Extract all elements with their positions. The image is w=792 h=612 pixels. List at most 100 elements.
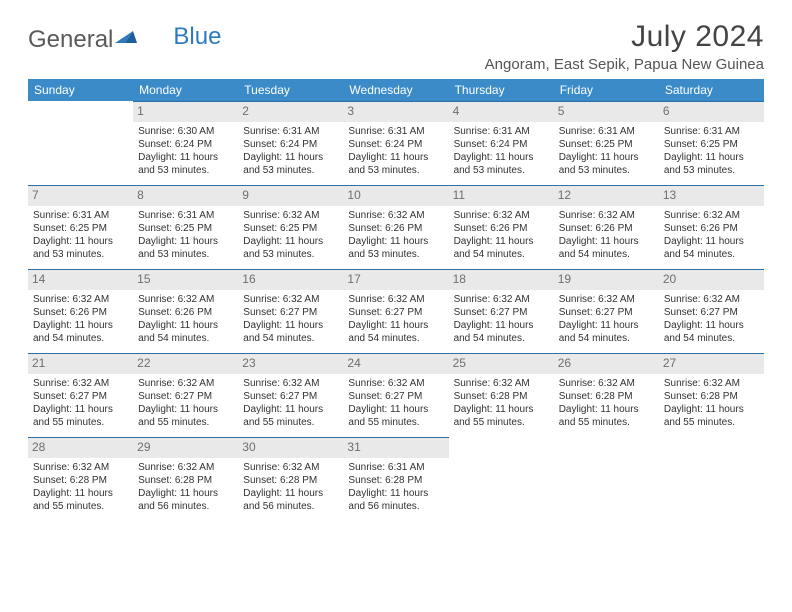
day-number: 23 [238, 353, 343, 374]
sunset-text: Sunset: 6:24 PM [243, 138, 338, 151]
daylight-text: Daylight: 11 hours and 55 minutes. [33, 403, 128, 429]
day-cell: 31Sunrise: 6:31 AMSunset: 6:28 PMDayligh… [343, 437, 448, 521]
day-number: 10 [343, 185, 448, 206]
logo-flag-icon [115, 29, 137, 52]
weekday-header: Tuesday [238, 79, 343, 101]
day-number: 13 [659, 185, 764, 206]
day-cell: 28 Sunrise: 6:32 AMSunset: 6:28 PMDayligh… [28, 437, 133, 521]
day-number: 20 [659, 269, 764, 290]
day-number: 27 [659, 353, 764, 374]
day-cell: 16Sunrise: 6:32 AMSunset: 6:27 PMDayligh… [238, 269, 343, 353]
sunset-text: Sunset: 6:24 PM [138, 138, 233, 151]
daylight-text: Daylight: 11 hours and 53 minutes. [138, 151, 233, 177]
day-number: 9 [238, 185, 343, 206]
sunrise-text: Sunrise: 6:31 AM [559, 125, 654, 138]
day-number: 4 [449, 101, 554, 122]
day-cell: 11Sunrise: 6:32 AMSunset: 6:26 PMDayligh… [449, 185, 554, 269]
sunset-text: Sunset: 6:26 PM [559, 222, 654, 235]
sunrise-text: Sunrise: 6:32 AM [559, 293, 654, 306]
day-number: 31 [343, 437, 448, 458]
daylight-text: Daylight: 11 hours and 53 minutes. [348, 235, 443, 261]
sunrise-text: Sunrise: 6:32 AM [348, 209, 443, 222]
sunset-text: Sunset: 6:26 PM [664, 222, 759, 235]
day-cell: 1Sunrise: 6:30 AMSunset: 6:24 PMDaylight… [133, 101, 238, 185]
day-number: 19 [554, 269, 659, 290]
sunrise-text: Sunrise: 6:32 AM [243, 293, 338, 306]
day-number: 5 [554, 101, 659, 122]
day-cell: 27Sunrise: 6:32 AMSunset: 6:28 PMDayligh… [659, 353, 764, 437]
sunrise-text: Sunrise: 6:32 AM [243, 209, 338, 222]
sunrise-text: Sunrise: 6:32 AM [454, 377, 549, 390]
day-number: 12 [554, 185, 659, 206]
sunrise-text: Sunrise: 6:32 AM [33, 377, 128, 390]
day-cell: 19 Sunrise: 6:32 AMSunset: 6:27 PMDayligh… [554, 269, 659, 353]
sunset-text: Sunset: 6:26 PM [138, 306, 233, 319]
sunset-text: Sunset: 6:28 PM [348, 474, 443, 487]
sunset-text: Sunset: 6:27 PM [559, 306, 654, 319]
weekday-header: Sunday [28, 79, 133, 101]
daylight-text: Daylight: 11 hours and 53 minutes. [664, 151, 759, 177]
daylight-text: Daylight: 11 hours and 54 minutes. [559, 235, 654, 261]
sunrise-text: Sunrise: 6:32 AM [664, 293, 759, 306]
week-row: 7Sunrise: 6:31 AMSunset: 6:25 PMDaylight… [28, 185, 764, 269]
daylight-text: Daylight: 11 hours and 54 minutes. [348, 319, 443, 345]
daylight-text: Daylight: 11 hours and 54 minutes. [559, 319, 654, 345]
sunset-text: Sunset: 6:27 PM [243, 390, 338, 403]
day-number: 28 [28, 437, 133, 458]
sunset-text: Sunset: 6:28 PM [33, 474, 128, 487]
daylight-text: Daylight: 11 hours and 56 minutes. [243, 487, 338, 513]
sunset-text: Sunset: 6:27 PM [454, 306, 549, 319]
sunrise-text: Sunrise: 6:31 AM [348, 461, 443, 474]
sunrise-text: Sunrise: 6:32 AM [664, 377, 759, 390]
day-number: 17 [343, 269, 448, 290]
day-number: 21 [28, 353, 133, 374]
sunrise-text: Sunrise: 6:32 AM [348, 377, 443, 390]
sunrise-text: Sunrise: 6:31 AM [348, 125, 443, 138]
day-number: 30 [238, 437, 343, 458]
day-cell: 7Sunrise: 6:31 AMSunset: 6:25 PMDaylight… [28, 185, 133, 269]
day-cell [659, 437, 764, 521]
day-cell: 3Sunrise: 6:31 AMSunset: 6:24 PMDaylight… [343, 101, 448, 185]
sunset-text: Sunset: 6:26 PM [33, 306, 128, 319]
day-cell: 20Sunrise: 6:32 AMSunset: 6:27 PMDayligh… [659, 269, 764, 353]
day-cell: 15Sunrise: 6:32 AMSunset: 6:26 PMDayligh… [133, 269, 238, 353]
day-cell: 24Sunrise: 6:32 AMSunset: 6:27 PMDayligh… [343, 353, 448, 437]
daylight-text: Daylight: 11 hours and 54 minutes. [454, 319, 549, 345]
sunset-text: Sunset: 6:26 PM [454, 222, 549, 235]
week-row: 1Sunrise: 6:30 AMSunset: 6:24 PMDaylight… [28, 101, 764, 185]
sunrise-text: Sunrise: 6:31 AM [664, 125, 759, 138]
day-cell: 5Sunrise: 6:31 AMSunset: 6:25 PMDaylight… [554, 101, 659, 185]
sunset-text: Sunset: 6:27 PM [138, 390, 233, 403]
day-number: 25 [449, 353, 554, 374]
sunrise-text: Sunrise: 6:32 AM [559, 209, 654, 222]
header: General Blue July 2024 Angoram, East Sep… [28, 20, 764, 73]
sunrise-text: Sunrise: 6:31 AM [138, 209, 233, 222]
day-cell: 2Sunrise: 6:31 AMSunset: 6:24 PMDaylight… [238, 101, 343, 185]
day-cell: 8 Sunrise: 6:31 AMSunset: 6:25 PMDaylight… [133, 185, 238, 269]
daylight-text: Daylight: 11 hours and 54 minutes. [454, 235, 549, 261]
day-number: 8 [133, 185, 238, 206]
sunset-text: Sunset: 6:25 PM [138, 222, 233, 235]
logo-text-general: General [28, 26, 113, 54]
sunset-text: Sunset: 6:28 PM [559, 390, 654, 403]
day-number: 26 [554, 353, 659, 374]
day-cell [449, 437, 554, 521]
day-cell: 9Sunrise: 6:32 AMSunset: 6:25 PMDaylight… [238, 185, 343, 269]
sunset-text: Sunset: 6:27 PM [243, 306, 338, 319]
week-row: 14Sunrise: 6:32 AMSunset: 6:26 PMDayligh… [28, 269, 764, 353]
day-cell: 14Sunrise: 6:32 AMSunset: 6:26 PMDayligh… [28, 269, 133, 353]
daylight-text: Daylight: 11 hours and 55 minutes. [454, 403, 549, 429]
day-number: 18 [449, 269, 554, 290]
daylight-text: Daylight: 11 hours and 54 minutes. [664, 319, 759, 345]
daylight-text: Daylight: 11 hours and 55 minutes. [348, 403, 443, 429]
sunrise-text: Sunrise: 6:32 AM [664, 209, 759, 222]
daylight-text: Daylight: 11 hours and 53 minutes. [243, 235, 338, 261]
daylight-text: Daylight: 11 hours and 53 minutes. [138, 235, 233, 261]
daylight-text: Daylight: 11 hours and 55 minutes. [33, 487, 128, 513]
sunrise-text: Sunrise: 6:32 AM [33, 461, 128, 474]
weekday-header: Monday [133, 79, 238, 101]
daylight-text: Daylight: 11 hours and 54 minutes. [664, 235, 759, 261]
sunrise-text: Sunrise: 6:32 AM [454, 293, 549, 306]
sunrise-text: Sunrise: 6:31 AM [243, 125, 338, 138]
month-title: July 2024 [485, 20, 764, 54]
